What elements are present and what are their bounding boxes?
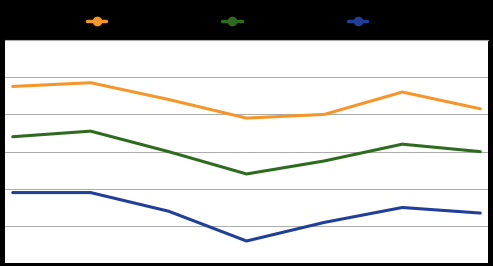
Text: Nettotulos: Nettotulos	[372, 15, 437, 28]
Text: Rahoitustulos: Rahoitustulos	[246, 15, 331, 28]
Text: Käyttökate: Käyttökate	[111, 15, 179, 28]
